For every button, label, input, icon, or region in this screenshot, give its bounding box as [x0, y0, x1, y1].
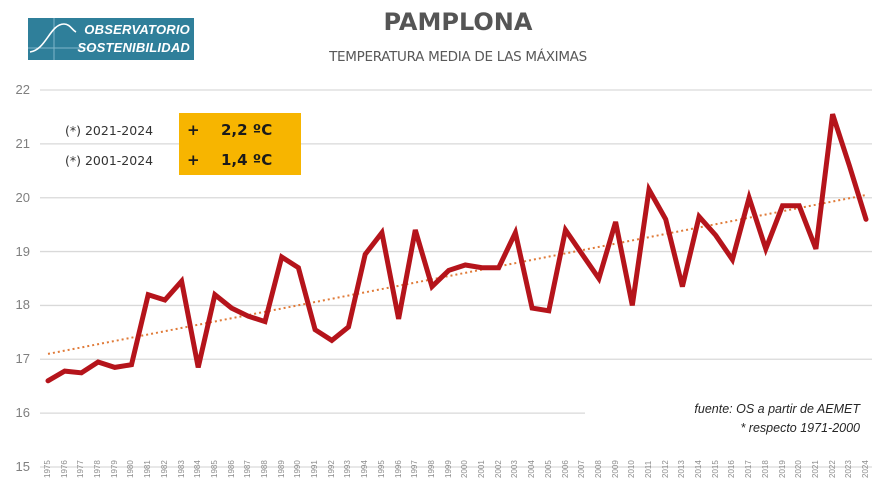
x-tick-label: 1999 [443, 460, 453, 478]
x-tick-label: 2004 [527, 460, 537, 478]
x-tick-label: 1986 [226, 460, 236, 478]
x-tick-label: 2001 [477, 460, 487, 478]
x-tick-label: 2006 [560, 460, 570, 478]
y-tick-label: 20 [15, 189, 30, 205]
observatorio-logo: OBSERVATORIO SOSTENIBILIDAD [28, 18, 194, 60]
x-tick-label: 1991 [310, 460, 320, 478]
x-tick-label: 1976 [59, 460, 69, 478]
x-tick-label: 2022 [827, 460, 837, 478]
x-tick-label: 1993 [343, 460, 353, 478]
bell-curve-icon [28, 18, 98, 60]
source-note: fuente: OS a partir de AEMET [694, 402, 860, 416]
x-tick-label: 1984 [193, 460, 203, 478]
x-tick-label: 2019 [777, 460, 787, 478]
x-tick-label: 1975 [43, 460, 52, 478]
gridlines [40, 89, 872, 468]
chart-title: PAMPLONA [383, 8, 533, 36]
x-tick-label: 1992 [326, 460, 336, 478]
x-tick-label: 1987 [243, 460, 253, 478]
annotation-label-2001-2024: (*) 2001-2024 [65, 153, 154, 168]
x-tick-label: 1988 [260, 460, 270, 478]
x-tick-label: 1983 [176, 460, 186, 478]
x-tick-label: 2024 [861, 460, 870, 478]
annotation-label-2021-2024: (*) 2021-2024 [65, 123, 154, 138]
x-tick-label: 2003 [510, 460, 520, 478]
x-tick-label: 2013 [677, 460, 687, 478]
x-tick-label: 1994 [360, 460, 370, 478]
x-tick-label: 2007 [577, 460, 587, 478]
x-tick-label: 1985 [209, 460, 219, 478]
y-tick-label: 19 [15, 243, 30, 259]
x-tick-label: 1996 [393, 460, 403, 478]
x-tick-label: 2010 [627, 460, 637, 478]
x-tick-label: 1998 [426, 460, 436, 478]
temperature-line [45, 113, 869, 384]
y-tick-label: 22 [15, 82, 30, 97]
x-tick-label: 2018 [760, 460, 770, 478]
x-tick-label: 1977 [76, 460, 86, 478]
x-tick-label: 1980 [126, 460, 136, 478]
x-tick-label: 1978 [93, 460, 103, 478]
annotation-highlight-box: + 2,2 ºC + 1,4 ºC [179, 113, 301, 175]
chart-subtitle: TEMPERATURA MEDIA DE LAS MÁXIMAS [329, 49, 587, 65]
x-tick-label: 2009 [610, 460, 620, 478]
x-tick-label: 1982 [159, 460, 169, 478]
x-tick-label: 2020 [794, 460, 804, 478]
y-tick-label: 18 [15, 297, 30, 313]
x-tick-label: 1997 [410, 460, 420, 478]
trend-line [47, 194, 867, 355]
logo-line-2: SOSTENIBILIDAD [77, 40, 190, 55]
x-tick-label: 2002 [493, 460, 503, 478]
x-tick-label: 1989 [276, 460, 286, 478]
x-tick-label: 2023 [844, 460, 854, 478]
y-tick-label: 21 [15, 135, 30, 151]
y-tick-label: 15 [15, 459, 30, 474]
logo-line-1: OBSERVATORIO [84, 22, 190, 37]
y-tick-label: 17 [15, 351, 30, 367]
x-tick-label: 2014 [694, 460, 704, 478]
x-tick-label: 2016 [727, 460, 737, 478]
y-tick-label: 16 [15, 405, 30, 421]
x-tick-label: 2021 [810, 460, 820, 478]
x-tick-label: 2008 [593, 460, 603, 478]
x-tick-label: 2015 [710, 460, 720, 478]
x-tick-label: 2005 [543, 460, 553, 478]
x-tick-label: 2000 [460, 460, 470, 478]
x-tick-label: 1979 [109, 460, 119, 478]
x-tick-label: 1990 [293, 460, 303, 478]
reference-note: * respecto 1971-2000 [740, 421, 860, 435]
x-tick-label: 2017 [744, 460, 754, 478]
x-tick-label: 1981 [143, 460, 153, 478]
x-tick-label: 1995 [376, 460, 386, 478]
x-tick-label: 2012 [660, 460, 670, 478]
x-tick-label: 2011 [643, 460, 653, 478]
